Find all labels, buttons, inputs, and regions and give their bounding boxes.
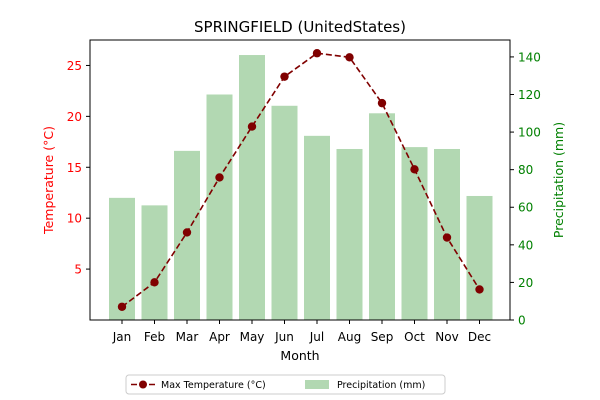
temperature-point-sep [377, 98, 387, 108]
legend-bar-swatch [305, 380, 329, 389]
left-tick-label-25: 25 [67, 59, 82, 73]
right-axis-label: Precipitation (mm) [551, 122, 566, 238]
temperature-point-aug [345, 53, 354, 62]
right-tick-label-140: 140 [518, 50, 541, 64]
precipitation-bar-aug [336, 148, 363, 320]
x-tick-label-sep: Sep [371, 330, 394, 344]
x-tick-label-nov: Nov [435, 330, 458, 344]
x-tick-label-mar: Mar [176, 330, 199, 344]
right-tick-label-0: 0 [518, 314, 526, 328]
precipitation-bar-apr [206, 94, 233, 320]
temperature-point-mar [182, 228, 192, 237]
left-tick-label-20: 20 [67, 110, 82, 124]
plot-frame [89, 39, 511, 321]
x-axis-label: Month [280, 348, 319, 363]
temperature-point-jun [280, 72, 289, 81]
temperature-point-jan [117, 302, 127, 311]
chart-title: SPRINGFIELD (UnitedStates) [194, 18, 406, 36]
x-tick-label-apr: Apr [209, 330, 230, 344]
x-tick-label-may: May [240, 330, 265, 344]
right-tick-label-60: 60 [518, 201, 533, 215]
precipitation-bar-sep [369, 113, 395, 320]
x-tick-label-aug: Aug [338, 330, 361, 344]
temperature-point-feb [150, 278, 159, 287]
temperature-point-jul [312, 49, 322, 58]
x-tick-label-oct: Oct [404, 330, 425, 344]
precipitation-bar-oct [401, 147, 428, 320]
precipitation-bar-may [239, 55, 265, 320]
left-tick-label-10: 10 [67, 212, 82, 226]
precipitation-bar-jul [304, 135, 330, 320]
right-tick-label-40: 40 [518, 238, 533, 252]
legend-label-temperature: Max Temperature (°C) [161, 380, 266, 391]
right-tick-label-20: 20 [518, 276, 533, 290]
temperature-point-may [247, 122, 257, 131]
temperature-line [121, 52, 481, 308]
temperature-point-oct [410, 165, 419, 174]
precipitation-bar-jun [271, 105, 298, 320]
legend: Max Temperature (°C) Precipitation (mm) [125, 374, 446, 395]
x-tick-label-jun: Jun [274, 330, 294, 344]
left-tick-label-15: 15 [67, 161, 82, 175]
left-tick-label-5: 5 [74, 263, 82, 277]
right-tick-label-100: 100 [518, 126, 541, 140]
x-tick-label-dec: Dec [468, 330, 491, 344]
precipitation-bar-feb [141, 205, 168, 320]
right-tick-label-120: 120 [518, 88, 541, 102]
legend-box [125, 374, 446, 395]
x-tick-label-feb: Feb [144, 330, 165, 344]
precipitation-bar-dec [466, 195, 493, 320]
left-axis-label: Temperature (°C) [41, 126, 56, 235]
right-tick-label-80: 80 [518, 163, 533, 177]
precipitation-bar-jan [109, 197, 135, 320]
x-tick-label-jul: Jul [309, 330, 324, 344]
legend-line-marker [139, 380, 147, 389]
temperature-point-nov [442, 233, 452, 242]
temperature-point-dec [475, 285, 484, 294]
legend-label-precipitation: Precipitation (mm) [337, 380, 425, 391]
x-tick-label-jan: Jan [112, 330, 132, 344]
plot-area: Jan Feb Mar Apr May Jun Jul Aug Sep Oct Nov Dec 5 10 1… [67, 39, 541, 344]
temperature-point-apr [215, 173, 224, 182]
